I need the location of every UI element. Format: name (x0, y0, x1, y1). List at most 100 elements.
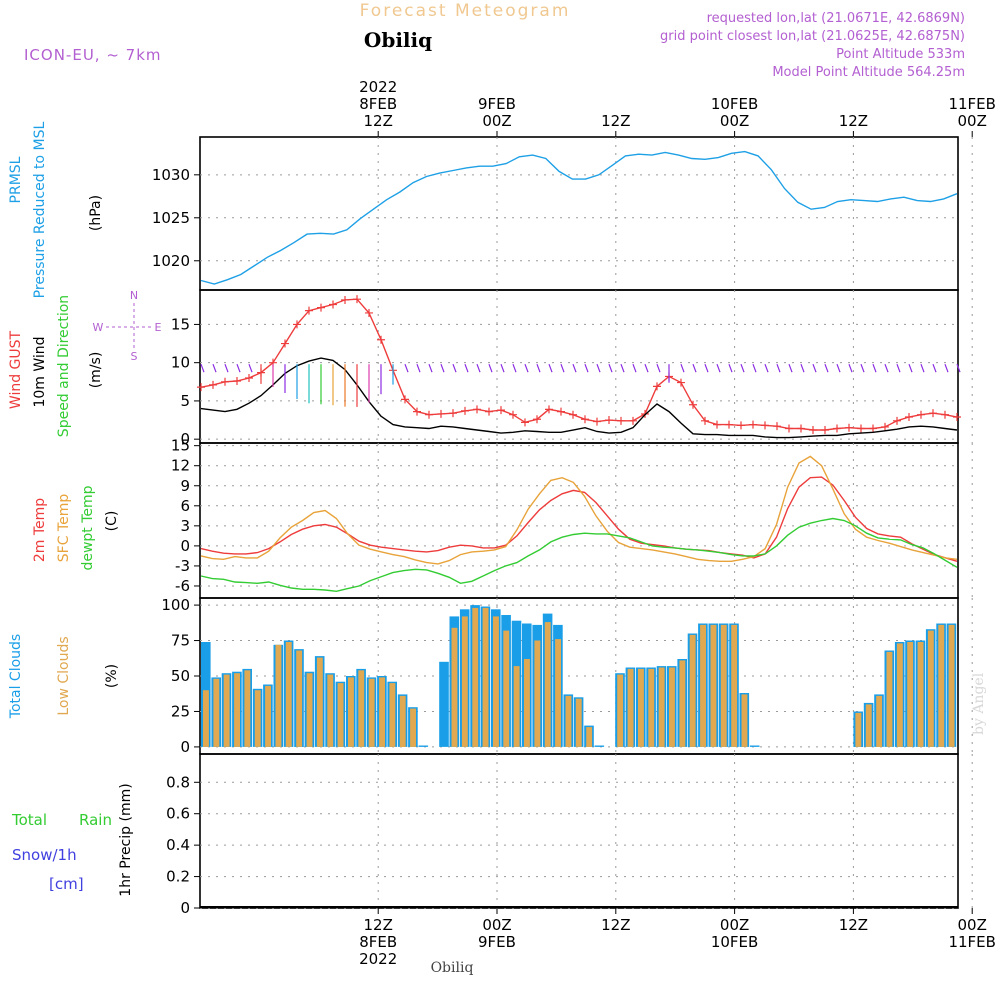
panel-wind-series-line (200, 298, 958, 431)
wind-direction-arrow (812, 363, 817, 373)
wind-direction-arrow (872, 363, 877, 373)
panel-temperature-ytick-label: 3 (180, 517, 190, 535)
panel-clouds-low-bar (710, 624, 717, 747)
panel-wind-gust-marker (233, 377, 241, 386)
panel-clouds-low-bar (720, 624, 727, 747)
panel-wind-gust-marker (941, 410, 949, 419)
panel-clouds-low-bar (389, 683, 396, 747)
panel-wind-frame (199, 289, 959, 444)
precip-unit-label: 1hr Precip (mm) (118, 783, 134, 896)
top-time-label: 12Z (601, 112, 630, 130)
panel-clouds-low-bar (907, 642, 914, 747)
panel-clouds-low-bar (472, 607, 479, 747)
panel-wind-gust-marker (821, 425, 829, 434)
panel-clouds-low-bar (358, 670, 365, 747)
panel-clouds-low-bar (648, 668, 655, 747)
panel-pressure-ytick-label: 1020 (152, 252, 190, 270)
panel-wind-ytick-label: 15 (171, 315, 190, 333)
panel-clouds-low-bar (938, 624, 945, 747)
wind-direction-arrow (632, 363, 637, 373)
panel-clouds-low-bar (368, 678, 375, 747)
panel-clouds-total-bar (439, 661, 449, 747)
panel-wind-gust-marker (605, 416, 613, 425)
wind-direction-arrow (788, 363, 793, 373)
clouds-total-label: Total Clouds (8, 634, 24, 719)
panel-clouds-low-bar (658, 667, 665, 747)
panel-wind-gust-marker (317, 303, 325, 312)
panel-precip-ytick-label: 0.4 (166, 836, 190, 854)
panel-wind-gust-marker (293, 320, 301, 329)
precip-total-label: Total (11, 811, 47, 829)
panel-wind-gust-marker (329, 300, 337, 309)
panel-precip-frame (199, 753, 959, 909)
panel-wind-gust-marker (197, 383, 205, 392)
panel-wind-gust-marker (905, 412, 913, 421)
bottom-time-label: 12Z (839, 916, 868, 934)
panel-precip-ytick-label: 0.2 (166, 868, 190, 886)
panel-clouds-low-bar (482, 607, 489, 747)
wind-direction-arrow (416, 363, 421, 373)
panel-pressure-frame (199, 136, 959, 291)
wind-direction-arrow (920, 363, 925, 373)
wind-direction-arrow (680, 363, 685, 373)
wind-direction-arrow (932, 363, 937, 373)
panel-clouds-low-bar (285, 642, 292, 747)
panel-wind-gust-marker (413, 407, 421, 416)
panel-clouds-total-bar (749, 745, 760, 747)
panel-wind-gust-marker (869, 424, 877, 433)
compass-w-label: W (93, 321, 104, 334)
panel-pressure-series-line (200, 150, 958, 285)
wind-direction-arrow (704, 363, 709, 373)
panel-clouds-low-bar (265, 685, 271, 747)
footer-location: Obiliq (431, 960, 474, 976)
panel-clouds-ytick-label: 0 (180, 738, 190, 756)
panel-wind-gust-marker (929, 409, 937, 418)
gridpoint-coords: grid point closest lon,lat (21.0625E, 42… (660, 29, 965, 44)
wind-direction-arrow (776, 363, 781, 373)
panel-wind-gust-marker (509, 410, 517, 419)
bottom-time-label: 00Z (720, 916, 749, 934)
wind-direction-arrow (224, 363, 229, 373)
panel-wind-gust-marker (737, 421, 745, 430)
wind-direction-arrow (884, 363, 889, 373)
panel-wind-gust-marker (701, 416, 709, 425)
panel-wind-series-line (200, 357, 958, 439)
panel-clouds-low-bar (565, 695, 572, 747)
panel-clouds-low-bar (627, 668, 634, 747)
panel-clouds-low-bar (316, 657, 323, 747)
wind-unit-label: (m/s) (88, 352, 104, 389)
wind-direction-arrow (404, 363, 409, 373)
bottom-time-label: 2022 (359, 950, 397, 968)
panel-wind-gust-marker (221, 377, 229, 386)
wind-direction-arrow (572, 363, 577, 373)
panel-clouds-low-bar (575, 698, 582, 747)
top-time-label: 00Z (482, 112, 511, 130)
top-time-label: 00Z (958, 112, 987, 130)
panel-wind-gust-marker (485, 407, 493, 416)
panel-wind-gust-marker (425, 410, 433, 419)
panel-clouds-low-bar (617, 674, 624, 747)
panel-wind-gust-marker (473, 405, 481, 414)
panel-wind-gust-marker (341, 295, 349, 304)
panel-wind-ytick-label: 5 (180, 392, 190, 410)
compass-e-label: E (155, 321, 162, 334)
wind-direction-arrow (584, 363, 589, 373)
panel-clouds-low-bar (213, 678, 220, 747)
wind-direction-arrow (728, 363, 733, 373)
wind-direction-arrow (236, 363, 241, 373)
panel-wind-gust-marker (953, 412, 961, 421)
temp-2m-label: 2m Temp (32, 498, 48, 562)
panel-clouds-low-bar (461, 616, 468, 747)
wind-direction-arrow (488, 363, 493, 373)
panel-clouds-low-bar (865, 704, 872, 747)
panel-clouds-low-bar (223, 674, 230, 747)
panel-clouds-low-bar (638, 668, 644, 747)
panel-clouds-ytick-label: 75 (171, 632, 190, 650)
panel-clouds-low-bar (493, 616, 499, 747)
credit-watermark: by Angel (971, 672, 987, 735)
wind-direction-arrow (740, 363, 745, 373)
panel-precip-ytick-label: 0.6 (166, 805, 190, 823)
wind-direction-arrow (800, 363, 805, 373)
panel-wind-gust-marker (893, 416, 901, 425)
panel-clouds-ytick-label: 100 (161, 596, 190, 614)
